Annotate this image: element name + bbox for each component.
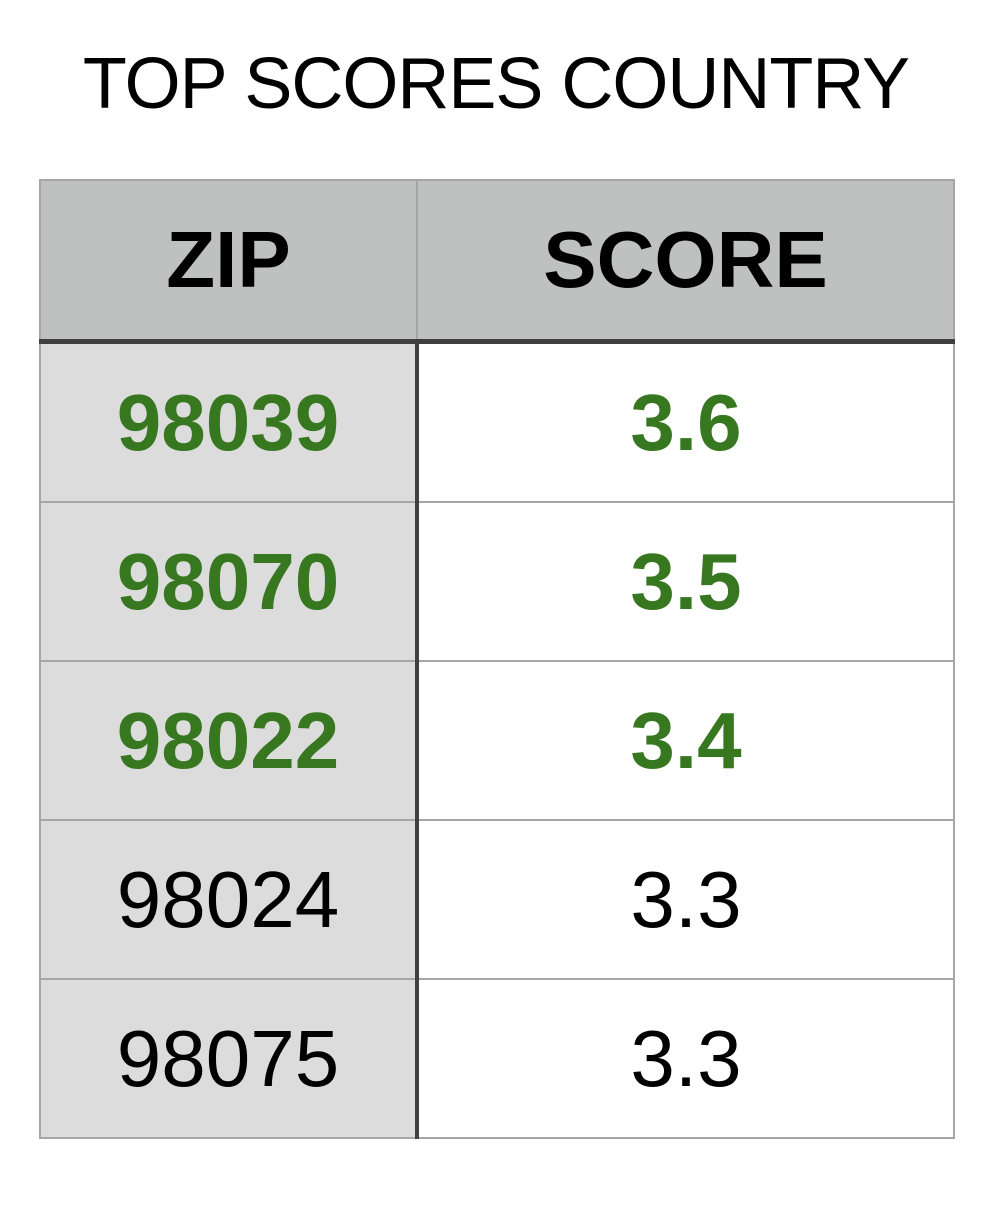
- score-cell: 3.6: [416, 340, 955, 503]
- score-cell: 3.5: [416, 501, 955, 662]
- header-row: ZIP SCORE: [39, 179, 955, 344]
- zip-column-header: ZIP: [39, 179, 418, 344]
- score-column-header: SCORE: [416, 179, 955, 344]
- table-title: TOP SCORES COUNTRY: [82, 44, 910, 124]
- table-row: 98075 3.3: [39, 978, 955, 1139]
- table-row: 98022 3.4: [39, 660, 955, 821]
- score-cell: 3.3: [416, 819, 955, 980]
- score-cell: 3.4: [416, 660, 955, 821]
- zip-cell: 98024: [39, 819, 419, 980]
- top-scores-table: ZIP SCORE 98039 3.6 98070 3.5 98022 3.4 …: [39, 179, 955, 1139]
- table-row: 98039 3.6: [39, 340, 955, 503]
- table-row: 98024 3.3: [39, 819, 955, 980]
- zip-cell: 98022: [39, 660, 419, 821]
- zip-cell: 98075: [39, 978, 419, 1139]
- zip-cell: 98070: [39, 501, 419, 662]
- score-cell: 3.3: [416, 978, 955, 1139]
- table-row: 98070 3.5: [39, 501, 955, 662]
- zip-cell: 98039: [39, 340, 419, 503]
